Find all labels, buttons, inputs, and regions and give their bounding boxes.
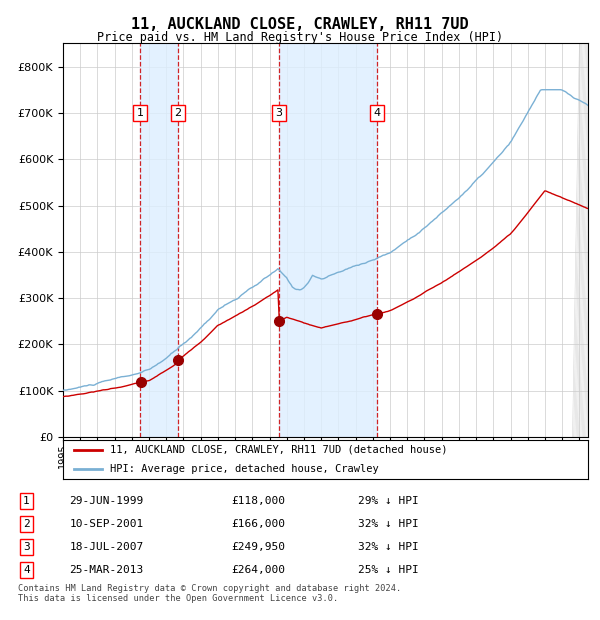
- Text: 29-JUN-1999: 29-JUN-1999: [70, 496, 144, 506]
- Text: 4: 4: [23, 565, 30, 575]
- Text: 2: 2: [23, 519, 30, 529]
- Text: 32% ↓ HPI: 32% ↓ HPI: [358, 542, 418, 552]
- Text: Price paid vs. HM Land Registry's House Price Index (HPI): Price paid vs. HM Land Registry's House …: [97, 31, 503, 44]
- Text: HPI: Average price, detached house, Crawley: HPI: Average price, detached house, Craw…: [110, 464, 379, 474]
- Text: 3: 3: [275, 108, 283, 118]
- Text: 2: 2: [175, 108, 182, 118]
- Text: 25% ↓ HPI: 25% ↓ HPI: [358, 565, 418, 575]
- Text: £249,950: £249,950: [231, 542, 285, 552]
- Text: 25-MAR-2013: 25-MAR-2013: [70, 565, 144, 575]
- Text: 11, AUCKLAND CLOSE, CRAWLEY, RH11 7UD: 11, AUCKLAND CLOSE, CRAWLEY, RH11 7UD: [131, 17, 469, 32]
- Text: 32% ↓ HPI: 32% ↓ HPI: [358, 519, 418, 529]
- Bar: [140, 43, 178, 437]
- Bar: [279, 43, 377, 437]
- Text: Contains HM Land Registry data © Crown copyright and database right 2024.
This d: Contains HM Land Registry data © Crown c…: [18, 584, 401, 603]
- Text: 1: 1: [137, 108, 144, 118]
- Text: 4: 4: [373, 108, 380, 118]
- Text: 18-JUL-2007: 18-JUL-2007: [70, 542, 144, 552]
- Text: 10-SEP-2001: 10-SEP-2001: [70, 519, 144, 529]
- Text: 3: 3: [23, 542, 30, 552]
- Text: 1: 1: [23, 496, 30, 506]
- Text: 29% ↓ HPI: 29% ↓ HPI: [358, 496, 418, 506]
- Text: £264,000: £264,000: [231, 565, 285, 575]
- Text: £166,000: £166,000: [231, 519, 285, 529]
- Text: £118,000: £118,000: [231, 496, 285, 506]
- Text: 11, AUCKLAND CLOSE, CRAWLEY, RH11 7UD (detached house): 11, AUCKLAND CLOSE, CRAWLEY, RH11 7UD (d…: [110, 445, 448, 455]
